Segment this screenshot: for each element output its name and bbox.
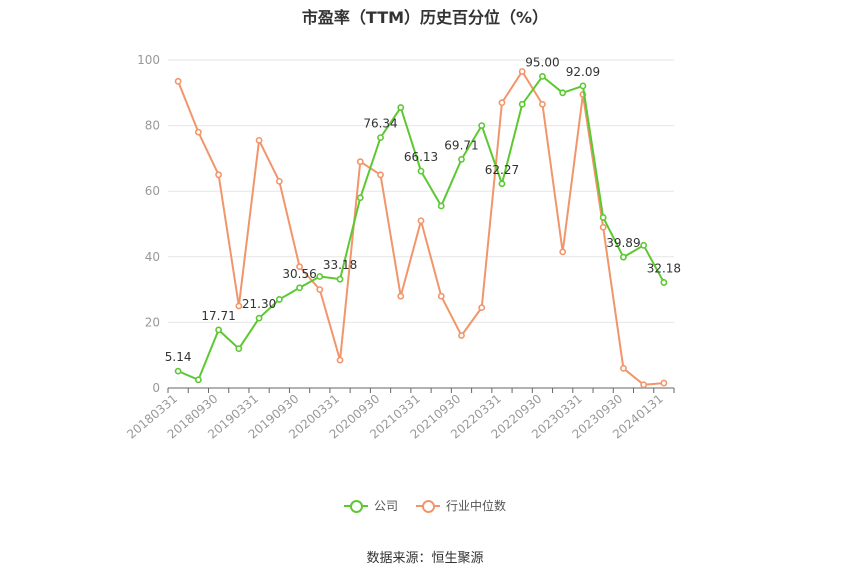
point-company	[296, 284, 303, 292]
point-company	[377, 134, 384, 142]
point-company	[235, 345, 243, 353]
point-industry-median	[437, 292, 445, 300]
data-label-company: 69.71	[444, 138, 478, 152]
point-company	[518, 100, 526, 108]
point-industry-median	[377, 171, 384, 179]
point-industry-median	[518, 68, 526, 75]
y-tick-label: 100	[137, 53, 160, 67]
point-industry-median	[356, 158, 364, 166]
y-tick-label: 80	[145, 119, 160, 133]
data-label-company: 95.00	[525, 55, 559, 69]
data-label-company: 21.30	[242, 297, 276, 311]
y-tick-label: 20	[145, 315, 160, 329]
point-industry-median	[417, 217, 425, 225]
point-industry-median	[316, 286, 324, 293]
legend-label-industry-median: 行业中位数	[446, 499, 507, 513]
point-company	[579, 82, 587, 90]
point-company	[174, 367, 182, 375]
point-industry-median	[397, 292, 405, 300]
data-label-company: 32.18	[647, 261, 681, 275]
point-company	[316, 273, 324, 280]
point-company	[620, 253, 627, 261]
point-industry-median	[660, 379, 668, 387]
data-label-company: 33.18	[323, 258, 357, 272]
point-company	[255, 314, 263, 322]
point-industry-median	[458, 332, 465, 339]
legend-swatch-company	[343, 499, 368, 513]
point-company	[336, 275, 344, 283]
point-company	[599, 214, 607, 221]
point-company	[660, 279, 668, 286]
point-company	[458, 155, 465, 163]
point-industry-median	[194, 128, 202, 136]
point-company	[539, 73, 546, 80]
point-industry-median	[336, 356, 344, 364]
point-company	[194, 376, 202, 384]
point-company	[275, 296, 283, 303]
point-company	[498, 180, 506, 188]
data-label-company: 66.13	[404, 150, 438, 164]
point-industry-median	[478, 304, 486, 312]
point-industry-median	[599, 223, 607, 231]
data-label-company: 17.71	[201, 309, 235, 323]
point-company	[215, 326, 222, 334]
point-company	[640, 241, 648, 249]
point-industry-median	[296, 263, 303, 271]
point-industry-median	[620, 364, 627, 372]
point-industry-median	[255, 136, 263, 144]
legend-label-company: 公司	[373, 499, 398, 513]
series-line-company	[177, 75, 665, 381]
data-label-company: 5.14	[165, 350, 192, 364]
legend-item-industry-median[interactable]: 行业中位数	[416, 497, 506, 514]
point-company	[437, 202, 445, 210]
point-industry-median	[559, 248, 567, 256]
legend-swatch-industry-median	[416, 499, 440, 513]
point-company	[559, 89, 567, 97]
data-label-company: 76.34	[363, 117, 397, 131]
point-industry-median	[174, 77, 182, 85]
point-company	[397, 104, 405, 111]
point-company	[356, 194, 364, 202]
data-label-company: 92.09	[566, 65, 600, 79]
point-industry-median	[275, 177, 283, 185]
point-industry-median	[215, 171, 222, 179]
point-industry-median	[235, 302, 243, 310]
data-label-company: 62.27	[485, 163, 519, 177]
series-line-industry-median	[177, 70, 664, 386]
point-industry-median	[539, 100, 546, 108]
point-company	[417, 167, 425, 175]
legend-item-company[interactable]: 公司	[343, 497, 398, 514]
legend: 公司 行业中位数	[0, 497, 850, 514]
point-industry-median	[640, 381, 648, 389]
y-tick-label: 0	[152, 381, 160, 395]
data-label-company: 30.56	[282, 267, 316, 281]
y-tick-label: 60	[145, 184, 160, 198]
chart-title: 市盈率（TTM）历史百分位（%）	[301, 8, 549, 27]
point-industry-median	[498, 99, 506, 107]
point-company	[478, 122, 486, 129]
y-tick-label: 40	[145, 250, 160, 264]
data-source: 数据来源：恒生聚源	[366, 551, 484, 566]
data-label-company: 39.89	[606, 236, 640, 250]
